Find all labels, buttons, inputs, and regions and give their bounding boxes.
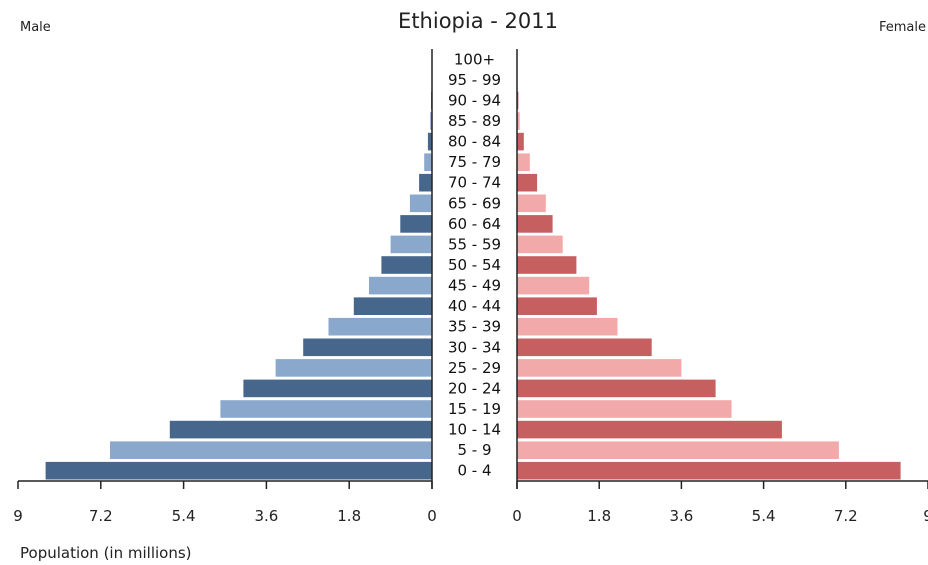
female-bar: [517, 276, 590, 295]
female-bar: [517, 256, 577, 274]
age-group-label: 30 - 34: [448, 338, 501, 356]
age-group-label: 100+: [454, 50, 495, 68]
female-x-tick-label: 7.2: [834, 507, 858, 525]
age-group-label: 70 - 74: [448, 174, 501, 192]
male-bar: [419, 173, 432, 192]
male-bar: [430, 112, 432, 130]
age-group-label: 5 - 9: [457, 441, 491, 459]
age-group-label: 45 - 49: [448, 277, 501, 295]
female-bar: [517, 359, 682, 377]
age-group-label: 65 - 69: [448, 194, 501, 212]
male-bar: [424, 153, 432, 171]
age-group-label: 15 - 19: [448, 400, 501, 418]
female-bar: [517, 400, 732, 418]
male-bar: [390, 235, 432, 254]
male-bar: [303, 338, 432, 357]
male-x-tick-label: 5.4: [172, 507, 196, 525]
male-bar: [110, 441, 432, 459]
male-bar: [409, 194, 432, 213]
male-bar: [275, 359, 432, 377]
female-bar: [517, 194, 546, 213]
male-bar: [220, 400, 432, 418]
male-bar: [369, 276, 432, 295]
age-group-label: 80 - 84: [448, 133, 501, 151]
male-x-tick-label: 3.6: [254, 507, 278, 525]
female-x-tick-label: 3.6: [669, 507, 693, 525]
female-bar: [517, 338, 652, 357]
male-x-tick-label: 0: [427, 507, 437, 525]
male-bar: [353, 297, 432, 315]
male-bar: [243, 379, 432, 398]
female-x-tick-label: 9: [923, 507, 928, 525]
female-bars: [517, 50, 901, 480]
age-group-label: 90 - 94: [448, 91, 501, 109]
male-x-tick-label: 1.8: [337, 507, 361, 525]
age-group-label: 0 - 4: [457, 462, 491, 480]
female-bar: [517, 215, 553, 233]
female-x-tick-label: 0: [512, 507, 522, 525]
age-group-label: 25 - 29: [448, 359, 501, 377]
age-group-label: 55 - 59: [448, 235, 501, 253]
male-x-tick-label: 9: [13, 507, 23, 525]
male-x-ticks: 9 7.2 5.4 3.6 1.8 0: [13, 481, 437, 525]
female-bar: [517, 173, 538, 192]
male-bars: [45, 50, 433, 480]
age-group-label: 40 - 44: [448, 297, 501, 315]
female-bar: [517, 297, 597, 315]
chart-title: Ethiopia - 2011: [398, 9, 558, 33]
female-bar: [517, 441, 839, 459]
male-bar: [169, 420, 433, 439]
age-group-label: 95 - 99: [448, 71, 501, 89]
age-group-label: 50 - 54: [448, 256, 501, 274]
female-x-tick-label: 1.8: [587, 507, 611, 525]
x-axis-label: Population (in millions): [20, 544, 192, 562]
female-x-tick-label: 5.4: [752, 507, 776, 525]
male-bar: [427, 132, 432, 151]
male-bar: [400, 215, 432, 233]
male-x-tick-label: 7.2: [89, 507, 113, 525]
age-group-labels: 100+ 95 - 99 90 - 94 85 - 89 80 - 84 75 - 79 7…: [448, 50, 501, 479]
age-group-label: 35 - 39: [448, 318, 501, 336]
female-bar: [517, 132, 524, 151]
age-group-label: 75 - 79: [448, 153, 501, 171]
female-bar: [517, 317, 618, 336]
female-x-ticks: 0 1.8 3.6 5.4 7.2 9: [512, 481, 928, 525]
female-bar: [517, 112, 520, 130]
female-bar: [517, 379, 716, 398]
female-bar: [517, 461, 901, 480]
age-group-label: 60 - 64: [448, 215, 501, 233]
age-group-label: 10 - 14: [448, 421, 501, 439]
female-bar: [517, 235, 563, 254]
age-group-label: 20 - 24: [448, 379, 501, 397]
male-bar: [328, 317, 432, 336]
male-bar: [45, 461, 432, 480]
left-panel-label: Male: [20, 20, 51, 35]
right-panel-label: Female: [879, 20, 926, 35]
female-bar: [517, 153, 530, 171]
male-bar: [381, 256, 432, 274]
age-group-label: 85 - 89: [448, 112, 501, 130]
female-bar: [517, 420, 782, 439]
